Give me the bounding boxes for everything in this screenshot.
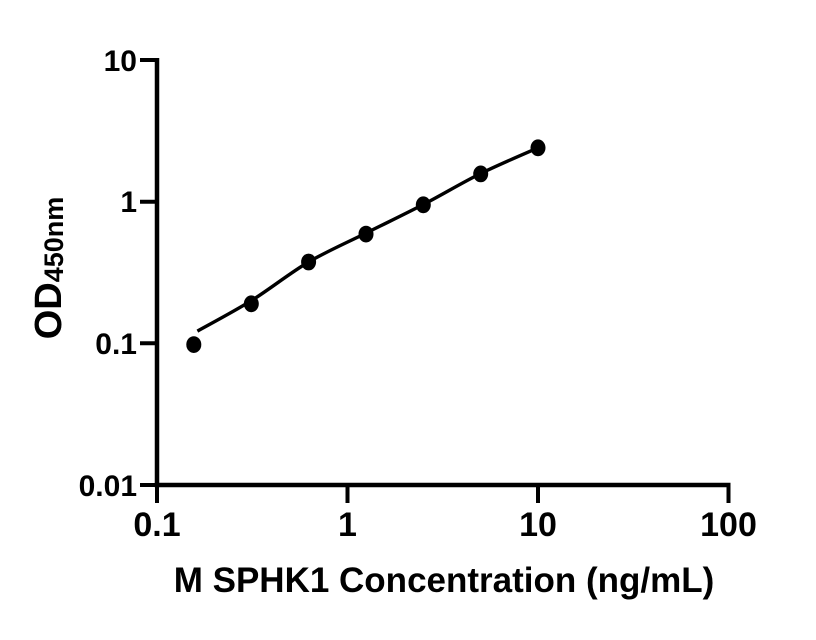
x-tick-label: 0.1 [133, 506, 181, 544]
data-point [301, 253, 317, 271]
y-tick-label: 0.01 [78, 469, 137, 503]
y-tick-label: 10 [103, 44, 137, 78]
x-tick-label: 10 [519, 506, 557, 544]
data-point [358, 225, 374, 243]
y-tick-label: 0.1 [95, 327, 137, 361]
x-axis-title: M SPHK1 Concentration (ng/mL) [173, 561, 715, 600]
data-point [473, 165, 489, 183]
data-point [415, 196, 431, 214]
y-axis-title-main: OD [28, 282, 70, 340]
data-point [530, 139, 546, 157]
y-tick-label: 1 [120, 186, 137, 220]
y-axis-title: OD450nm [28, 196, 70, 340]
y-axis-title-subscript: 450nm [39, 196, 69, 283]
x-tick-label: 100 [700, 506, 757, 544]
x-tick-label: 1 [338, 506, 357, 544]
data-point [186, 336, 202, 353]
data-point [243, 295, 259, 313]
